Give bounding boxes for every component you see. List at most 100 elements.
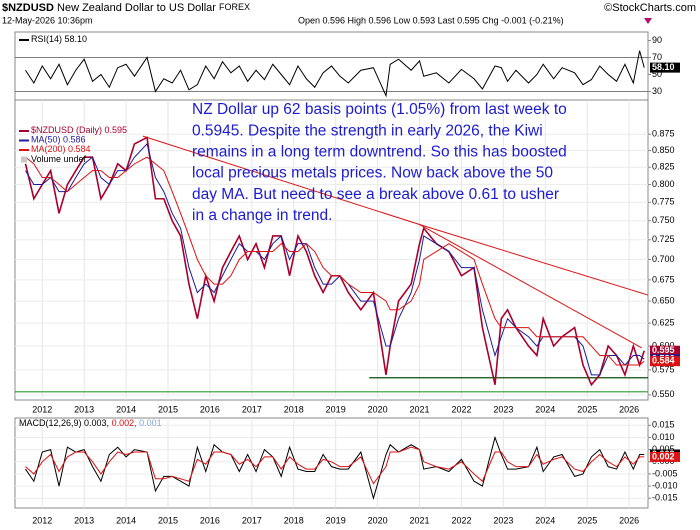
y-tick-label: 0.005 [652, 444, 675, 454]
annotation: day MA. But need to see a break above 0.… [192, 186, 559, 203]
legend-entry: MA(50) 0.586 [31, 135, 86, 145]
down-arrow [644, 18, 652, 24]
y-tick-label: 70 [652, 52, 662, 62]
legend-name: MA(50) [31, 135, 61, 145]
x-tick-label: 2021 [410, 515, 430, 525]
x-tick-label: 2018 [284, 404, 304, 414]
value-tag [650, 62, 680, 73]
y-tick-label: 0.825 [652, 162, 675, 172]
y-tick-label: 0.550 [652, 389, 675, 399]
x-tick-label: 2020 [368, 515, 388, 525]
y-tick-label: -0.015 [652, 493, 678, 503]
legend-entry: MA(200) 0.584 [31, 144, 91, 154]
copyright: ©StockCharts.com [604, 2, 696, 14]
series-line [25, 156, 645, 366]
x-tick-label: 2012 [32, 404, 52, 414]
symbol: $NZDUSD [2, 2, 54, 14]
x-tick-label: 2025 [577, 404, 597, 414]
legend-value: 0.595 [105, 125, 128, 135]
x-tick-label: 2024 [535, 515, 555, 525]
legend-entry: MACD(12,26,9) 0.003, [19, 418, 109, 428]
x-tick-label: 2016 [200, 404, 220, 414]
series-line [25, 50, 645, 98]
x-tick-label: 2025 [577, 515, 597, 525]
x-tick-label: 2017 [242, 515, 262, 525]
x-tick-label: 2024 [535, 404, 555, 414]
series-line [24, 136, 645, 387]
y-tick-label: 0.800 [652, 179, 675, 189]
legend-entry: $NZDUSD (Daily) 0.595 [31, 125, 127, 135]
symbol-name: New Zealand Dollar to US Dollar [57, 2, 216, 14]
y-tick-label: 0.775 [652, 197, 675, 207]
value-tag [650, 345, 680, 356]
x-tick-label: 2015 [158, 515, 178, 525]
y-tick-label: 0.625 [652, 317, 675, 327]
y-tick-label: 0.850 [652, 145, 675, 155]
legend-name: MA(200) [31, 144, 66, 154]
x-tick-label: 2026 [619, 515, 639, 525]
x-tick-label: 2023 [493, 515, 513, 525]
macd-panel [14, 417, 649, 509]
y-tick-label: 0.875 [652, 129, 675, 139]
y-tick-label: -0.005 [652, 468, 678, 478]
price-panel [14, 99, 649, 401]
legend-name: $NZDUSD (Daily) [31, 125, 102, 135]
value-tag-label: 0.595 [652, 345, 675, 355]
y-tick-label: 30 [652, 86, 662, 96]
legend: MACD(12,26,9) 0.003, 0.002, 0.001 [19, 418, 162, 428]
legend-entry: RSI(14) 58.10 [31, 34, 87, 44]
legend-entry: 0.001 [139, 418, 162, 428]
legend-entry: Volume undef [31, 154, 87, 164]
value-tag [650, 356, 680, 367]
exchange: FOREX [219, 2, 250, 12]
trendline [142, 135, 420, 225]
annotation: NZ Dollar up 62 basis points (1.05%) fro… [192, 101, 567, 118]
y-tick-label: 0.575 [652, 364, 675, 374]
header-line: $NZDUSD New Zealand Dollar to US Dollar … [2, 2, 250, 14]
x-tick-label: 2019 [326, 515, 346, 525]
legend-entry: 0.002, [112, 418, 137, 428]
value-tag-label: 0.002 [652, 451, 675, 461]
y-tick-label: 0.675 [652, 274, 675, 284]
x-tick-label: 2022 [451, 515, 471, 525]
legend-value: 0.584 [68, 144, 91, 154]
x-tick-label: 2013 [74, 404, 94, 414]
y-tick-label: 50 [652, 69, 662, 79]
x-tick-label: 2026 [619, 404, 639, 414]
x-tick-label: 2021 [410, 404, 430, 414]
legend-name: RSI(14) [31, 34, 62, 44]
x-tick-label: 2015 [158, 404, 178, 414]
trendline [419, 224, 642, 349]
y-tick-label: 0.600 [652, 340, 675, 350]
x-tick-label: 2012 [32, 515, 52, 525]
series-line [25, 446, 645, 485]
x-tick-label: 2019 [326, 404, 346, 414]
x-tick-label: 2017 [242, 404, 262, 414]
annotation: remains in a long term downtrend. So thi… [192, 143, 567, 160]
y-tick-label: 0.750 [652, 215, 675, 225]
legend-value: 58.10 [65, 34, 88, 44]
annotation: 0.5945. Despite the strength in early 20… [192, 122, 543, 139]
y-tick-label: 0.015 [652, 420, 675, 430]
value-tag-label: 58.10 [652, 62, 675, 72]
quote: Open 0.596 High 0.596 Low 0.593 Last 0.5… [298, 15, 564, 25]
annotation: local precious metals prices. Now back a… [192, 165, 553, 182]
x-tick-label: 2023 [493, 404, 513, 414]
x-tick-label: 2014 [116, 404, 136, 414]
datetime: 12-May-2026 10:36pm [2, 15, 93, 25]
x-tick-label: 2013 [74, 515, 94, 525]
x-tick-label: 2016 [200, 515, 220, 525]
value-tag [650, 451, 680, 462]
x-tick-label: 2022 [451, 404, 471, 414]
y-tick-label: -0.010 [652, 480, 678, 490]
x-tick-label: 2020 [368, 404, 388, 414]
value-tag-label: 0.584 [652, 356, 675, 366]
y-tick-label: 90 [652, 35, 662, 45]
annotation: in a change in trend. [192, 207, 332, 224]
legend-value: 0.586 [63, 135, 86, 145]
y-tick-label: 0.700 [652, 254, 675, 264]
x-tick-label: 2014 [116, 515, 136, 525]
x-tick-label: 2018 [284, 515, 304, 525]
